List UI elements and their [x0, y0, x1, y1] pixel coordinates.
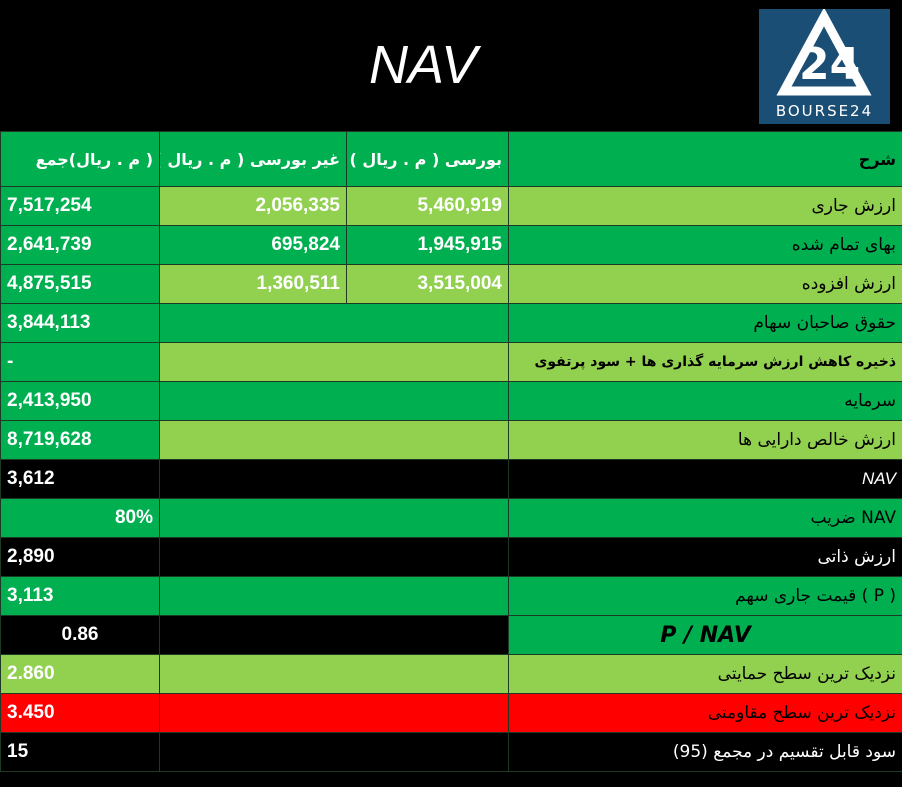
row-label: ارزش جاری — [508, 186, 902, 226]
table-row: 0.86 P / NAV — [0, 615, 902, 655]
logo-text: BOURSE24 — [775, 102, 874, 120]
table-row: 3.450 نزدیک ترین سطح مقاومتی — [0, 693, 902, 733]
cell-empty — [159, 693, 509, 733]
cell-empty — [159, 420, 509, 460]
row-label: NAV — [508, 459, 902, 499]
table-row: 15 سود قابل تقسیم در مجمع (95) — [0, 732, 902, 772]
cell-total: 2,890 — [0, 537, 160, 577]
cell-empty — [159, 303, 509, 343]
table-row: 2,890 ارزش ذاتی — [0, 537, 902, 577]
cell-total: 15 — [0, 732, 160, 772]
table-row: 2,641,739 695,824 1,945,915 بهای تمام شد… — [0, 225, 902, 265]
row-label: سرمایه — [508, 381, 902, 421]
page-title: NAV — [368, 35, 478, 95]
cell-empty — [159, 537, 509, 577]
row-label: ارزش خالص دارایی ها — [508, 420, 902, 460]
cell-nonbourse: 2,056,335 — [159, 186, 347, 226]
logo-mark-icon: 24 — [776, 7, 872, 96]
row-label: سود قابل تقسیم در مجمع (95) — [508, 732, 902, 772]
table-header-row: ( م . ريال)جمع غیر بورسی ( م . ریال ) بو… — [0, 131, 902, 187]
table-row: 80% NAV ضریب — [0, 498, 902, 538]
row-label: نزدیک ترین سطح حمایتی — [508, 654, 902, 694]
table-row: 7,517,254 2,056,335 5,460,919 ارزش جاری — [0, 186, 902, 226]
cell-bourse: 1,945,915 — [346, 225, 509, 265]
table-row: 3,612 NAV — [0, 459, 902, 499]
bourse24-logo: 24 BOURSE24 — [759, 7, 890, 124]
row-label: نزدیک ترین سطح مقاومتی — [508, 693, 902, 733]
cell-total: 3,612 — [0, 459, 160, 499]
row-label: ( P ) قیمت جاری سهم — [508, 576, 902, 616]
header-description: شرح — [508, 131, 902, 187]
table-row: 4,875,515 1,360,511 3,515,004 ارزش افزود… — [0, 264, 902, 304]
cell-total: 2,641,739 — [0, 225, 160, 265]
cell-total: 3,113 — [0, 576, 160, 616]
table-row: - ذخیره کاهش ارزش سرمایه گذاری ها + سود … — [0, 342, 902, 382]
table-row: 2.860 نزدیک ترین سطح حمایتی — [0, 654, 902, 694]
header-bourse: بورسی ( م . ریال ) — [346, 131, 509, 187]
cell-total: 2.860 — [0, 654, 160, 694]
row-label: ارزش ذاتی — [508, 537, 902, 577]
cell-total: 3,844,113 — [0, 303, 160, 343]
cell-empty — [159, 576, 509, 616]
header: NAV 24 BOURSE24 — [0, 0, 902, 131]
row-label: P / NAV — [508, 615, 902, 655]
cell-total: 4,875,515 — [0, 264, 160, 304]
row-label: NAV ضریب — [508, 498, 902, 538]
cell-total: 2,413,950 — [0, 381, 160, 421]
cell-nonbourse: 695,824 — [159, 225, 347, 265]
logo-mark-text: 24 — [799, 39, 860, 90]
cell-total: 3.450 — [0, 693, 160, 733]
cell-empty — [159, 498, 509, 538]
cell-total: - — [0, 342, 160, 382]
cell-bourse: 3,515,004 — [346, 264, 509, 304]
header-total: ( م . ريال)جمع — [0, 131, 160, 187]
table-row: 2,413,950 سرمایه — [0, 381, 902, 421]
header-nonbourse: غیر بورسی ( م . ریال ) — [159, 131, 347, 187]
cell-empty — [159, 342, 509, 382]
cell-total: 8,719,628 — [0, 420, 160, 460]
cell-bourse: 5,460,919 — [346, 186, 509, 226]
table-row: 3,113 ( P ) قیمت جاری سهم — [0, 576, 902, 616]
cell-empty — [159, 615, 509, 655]
row-label: حقوق صاحبان سهام — [508, 303, 902, 343]
row-label: ذخیره کاهش ارزش سرمایه گذاری ها + سود پر… — [508, 342, 902, 382]
row-label: بهای تمام شده — [508, 225, 902, 265]
table-row: 8,719,628 ارزش خالص دارایی ها — [0, 420, 902, 460]
cell-empty — [159, 381, 509, 421]
nav-table: ( م . ريال)جمع غیر بورسی ( م . ریال ) بو… — [0, 131, 902, 772]
cell-total: 80% — [0, 498, 160, 538]
cell-empty — [159, 459, 509, 499]
cell-empty — [159, 654, 509, 694]
table-row: 3,844,113 حقوق صاحبان سهام — [0, 303, 902, 343]
cell-empty — [159, 732, 509, 772]
cell-total: 7,517,254 — [0, 186, 160, 226]
row-label: ارزش افزوده — [508, 264, 902, 304]
cell-nonbourse: 1,360,511 — [159, 264, 347, 304]
cell-total: 0.86 — [0, 615, 160, 655]
